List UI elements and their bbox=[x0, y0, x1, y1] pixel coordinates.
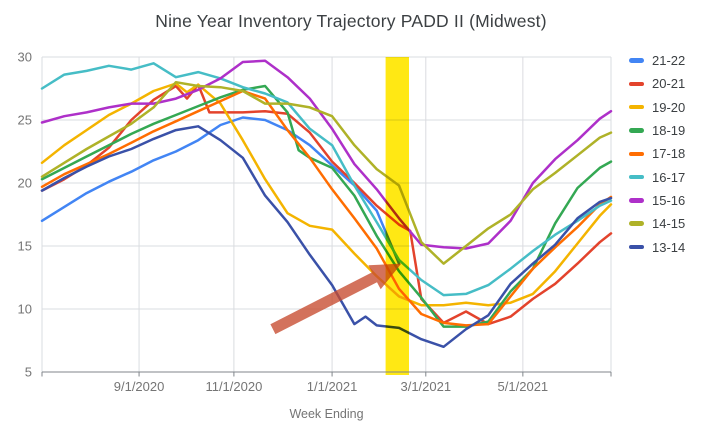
annotation-arrow bbox=[270, 263, 402, 335]
legend-label: 18-19 bbox=[652, 123, 686, 139]
legend-swatch bbox=[629, 81, 644, 87]
legend-item-13-14: 13-14 bbox=[629, 235, 685, 258]
x-tick-label: 9/1/2020 bbox=[114, 379, 165, 394]
legend-item-19-20: 19-20 bbox=[629, 96, 685, 119]
series-line-17-18 bbox=[40, 89, 613, 327]
legend-label: 19-20 bbox=[652, 99, 686, 115]
y-tick-label: 25 bbox=[18, 113, 32, 128]
legend-label: 21-22 bbox=[652, 53, 686, 69]
legend-item-16-17: 16-17 bbox=[629, 165, 685, 188]
legend-label: 20-21 bbox=[652, 76, 686, 92]
legend-label: 14-15 bbox=[652, 216, 686, 232]
legend-item-20-21: 20-21 bbox=[629, 72, 685, 95]
y-tick-label: 5 bbox=[25, 365, 32, 380]
legend-swatch bbox=[629, 151, 644, 157]
series-line-19-20 bbox=[40, 82, 613, 307]
x-tick-label: 3/1/2021 bbox=[400, 379, 451, 394]
legend-swatch bbox=[629, 198, 644, 203]
legend-swatch bbox=[629, 221, 644, 226]
legend-item-15-16: 15-16 bbox=[629, 189, 685, 212]
legend-item-17-18: 17-18 bbox=[629, 142, 685, 165]
legend-label: 16-17 bbox=[652, 169, 686, 185]
legend-swatch bbox=[629, 244, 644, 250]
series-line-13-14 bbox=[40, 125, 613, 349]
legend-label: 17-18 bbox=[652, 146, 686, 162]
series-line-15-16 bbox=[40, 59, 613, 250]
series-line-14-15 bbox=[40, 80, 613, 265]
series-line-16-17 bbox=[40, 62, 613, 297]
series-line-21-22 bbox=[40, 116, 401, 265]
legend: 21-22 20-21 19-20 18-19 17-18 16-17 15-16 14-15… bbox=[629, 49, 685, 259]
y-tick-label: 10 bbox=[18, 302, 32, 317]
legend-item-18-19: 18-19 bbox=[629, 119, 685, 142]
series-line-18-19 bbox=[40, 84, 613, 328]
legend-swatch bbox=[629, 58, 644, 63]
legend-swatch bbox=[629, 104, 644, 110]
y-tick-label: 15 bbox=[18, 239, 32, 254]
legend-label: 15-16 bbox=[652, 192, 686, 208]
legend-label: 13-14 bbox=[652, 239, 686, 255]
y-tick-label: 20 bbox=[18, 176, 32, 191]
legend-swatch bbox=[629, 128, 644, 133]
legend-swatch bbox=[629, 174, 644, 180]
x-axis-title: Week Ending bbox=[289, 407, 363, 421]
chart-title: Nine Year Inventory Trajectory PADD II (… bbox=[155, 11, 547, 31]
legend-item-21-22: 21-22 bbox=[629, 49, 685, 72]
x-tick-label: 11/1/2020 bbox=[205, 379, 262, 394]
legend-item-14-15: 14-15 bbox=[629, 212, 685, 235]
x-tick-label: 1/1/2021 bbox=[307, 379, 358, 394]
y-tick-label: 30 bbox=[18, 50, 32, 65]
x-tick-label: 5/1/2021 bbox=[498, 379, 549, 394]
highlight-band bbox=[385, 57, 409, 375]
